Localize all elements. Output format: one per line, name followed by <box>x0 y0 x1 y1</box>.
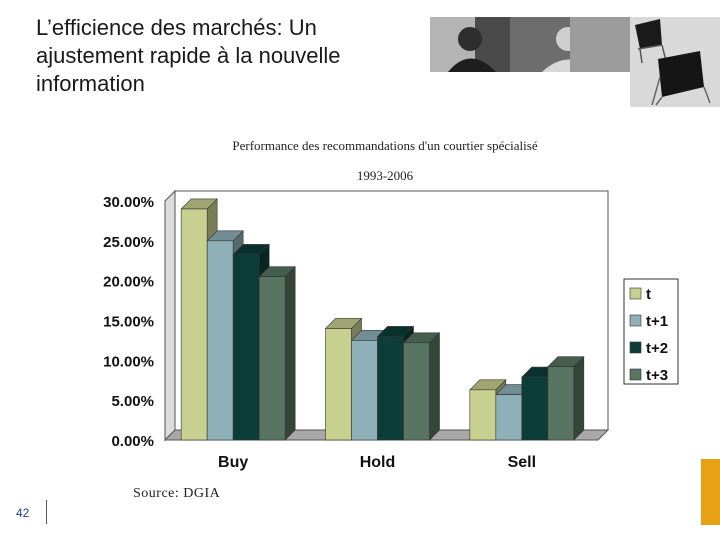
legend-swatch <box>629 287 642 300</box>
bar-side <box>573 355 585 441</box>
legend-label: t+3 <box>646 367 668 384</box>
x-category-label: Sell <box>508 454 536 471</box>
y-tick-label: 30.00% <box>103 194 154 211</box>
x-category-label: Buy <box>218 454 248 471</box>
bar <box>547 366 575 441</box>
bar <box>469 389 497 441</box>
legend-label: t+1 <box>646 313 668 330</box>
bar <box>351 340 378 441</box>
x-category-label: Hold <box>360 454 396 471</box>
y-tick-label: 25.00% <box>103 234 154 251</box>
chart-side-wall <box>164 189 176 442</box>
title-line-3: information <box>36 71 145 96</box>
title-line-1: L’efficience des marchés: Un <box>36 15 317 40</box>
person-body-1 <box>448 58 496 72</box>
page-number: 42 <box>16 506 30 520</box>
chair-1-back <box>635 19 662 49</box>
chart-subtitle: 1993-2006 <box>356 168 414 183</box>
accent-bar <box>701 459 720 525</box>
bar <box>403 342 430 441</box>
bar <box>325 328 352 441</box>
bar <box>206 240 234 441</box>
bar <box>232 254 260 441</box>
chart-title: Performance des recommandations d'un cou… <box>232 138 538 153</box>
legend-label: t <box>646 286 651 303</box>
bar <box>521 376 549 441</box>
y-tick-label: 5.00% <box>111 393 154 410</box>
y-tick-label: 10.00% <box>103 353 154 370</box>
legend-label: t+2 <box>646 340 668 357</box>
y-tick-label: 20.00% <box>103 274 154 291</box>
title-line-2: ajustement rapide à la nouvelle <box>36 43 341 68</box>
legend-swatch <box>629 341 642 354</box>
bar-side <box>284 265 296 441</box>
person-head-1 <box>458 27 482 51</box>
bar <box>495 394 523 441</box>
slide-title: L’efficience des marchés: Un ajustement … <box>36 14 416 98</box>
header-photo-strip <box>430 17 720 107</box>
page-divider <box>46 500 47 524</box>
chair-2-back <box>658 51 704 97</box>
legend-swatch <box>629 368 642 381</box>
photo-panel-4 <box>570 17 630 72</box>
bar-side <box>429 332 440 441</box>
bar <box>377 336 404 441</box>
source-note: Source: DGIA <box>133 486 221 501</box>
y-tick-label: 15.00% <box>103 314 154 331</box>
y-tick-label: 0.00% <box>111 433 154 450</box>
legend-swatch <box>629 314 642 327</box>
chair-2-legs <box>651 76 711 106</box>
bar <box>258 276 286 441</box>
bar <box>180 208 208 441</box>
